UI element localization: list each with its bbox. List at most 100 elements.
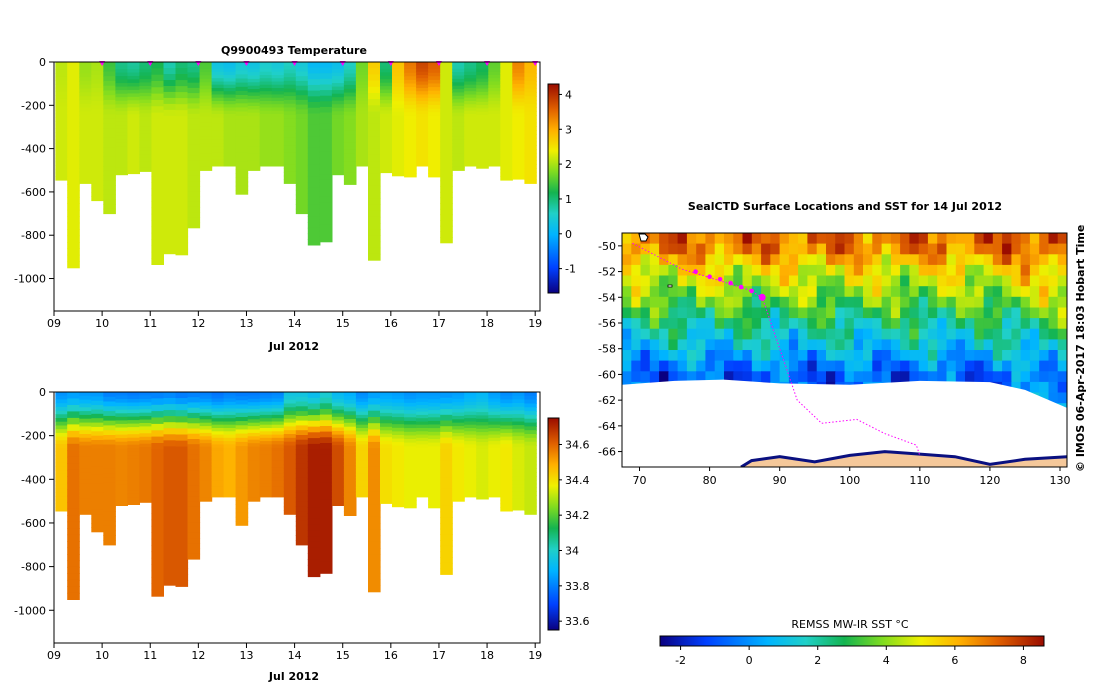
sst-cell bbox=[1002, 286, 1012, 298]
section-cell bbox=[512, 462, 525, 467]
section-cell bbox=[428, 424, 441, 429]
section-cell bbox=[307, 409, 321, 416]
sst-cell bbox=[1029, 296, 1040, 308]
section-cell bbox=[235, 417, 249, 422]
section-cell bbox=[163, 518, 177, 526]
section-cell bbox=[139, 154, 152, 159]
section-cell bbox=[307, 199, 321, 206]
section-cell bbox=[91, 422, 104, 428]
section-cell bbox=[488, 392, 501, 396]
sst-cell bbox=[853, 275, 864, 287]
sst-cell bbox=[668, 286, 679, 298]
section-cell bbox=[211, 159, 225, 164]
section-cell bbox=[307, 530, 321, 537]
sst-cell bbox=[890, 275, 901, 287]
section-cell bbox=[79, 426, 92, 431]
section-cell bbox=[247, 480, 261, 485]
sst-cell bbox=[733, 296, 744, 308]
section-cell bbox=[368, 167, 381, 174]
section-cell bbox=[404, 148, 417, 153]
section-cell bbox=[175, 230, 189, 238]
sst-cell bbox=[1011, 296, 1022, 308]
section-cell bbox=[115, 438, 128, 443]
section-cell bbox=[331, 434, 345, 439]
section-cell bbox=[524, 506, 537, 511]
section-cell bbox=[380, 426, 393, 431]
section-cell bbox=[392, 94, 405, 99]
sst-cell bbox=[686, 296, 697, 308]
section-cell bbox=[512, 164, 525, 169]
sst-cell bbox=[844, 318, 855, 330]
section-cell bbox=[500, 414, 513, 419]
section-cell bbox=[103, 104, 116, 110]
section-cell bbox=[416, 114, 429, 118]
section-cell bbox=[199, 484, 213, 489]
colorbar-tick-label: 3 bbox=[565, 123, 572, 136]
section-cell bbox=[343, 422, 357, 428]
section-cell bbox=[452, 473, 465, 478]
section-cell bbox=[416, 110, 429, 115]
map-x-ticks: 70 80 90 100 110 120 130 bbox=[633, 467, 1070, 487]
section-cell bbox=[199, 156, 213, 161]
section-cell bbox=[211, 490, 225, 495]
section-cell bbox=[199, 487, 213, 492]
section-cell bbox=[428, 478, 441, 483]
section-cell bbox=[139, 89, 152, 94]
section-cell bbox=[211, 104, 225, 108]
section-cell bbox=[416, 480, 429, 485]
section-cell bbox=[440, 112, 453, 119]
section-cell bbox=[259, 127, 273, 131]
sst-cell bbox=[955, 307, 966, 319]
section-cell bbox=[392, 108, 405, 113]
section-cell bbox=[440, 517, 453, 524]
section-cell bbox=[223, 84, 237, 89]
section-cell bbox=[476, 402, 489, 406]
section-cell bbox=[319, 196, 333, 203]
section-cell bbox=[235, 78, 249, 84]
section-cell bbox=[452, 163, 465, 168]
section-cell bbox=[500, 172, 513, 177]
section-cell bbox=[524, 479, 537, 485]
section-cell bbox=[428, 457, 441, 462]
section-cell bbox=[139, 82, 152, 87]
section-cell bbox=[175, 525, 189, 533]
section-cell bbox=[163, 193, 177, 201]
section-cell bbox=[331, 423, 345, 428]
section-cell bbox=[223, 65, 237, 69]
section-cell bbox=[524, 491, 537, 496]
section-cell bbox=[187, 412, 201, 419]
sst-cell bbox=[844, 275, 855, 287]
section-cell bbox=[211, 162, 225, 167]
section-cell bbox=[476, 485, 489, 490]
section-cell bbox=[151, 455, 164, 463]
section-cell bbox=[91, 178, 104, 184]
section-cell bbox=[187, 160, 201, 167]
y-tick-label: -800 bbox=[21, 229, 46, 242]
section-cell bbox=[175, 452, 189, 460]
section-cell bbox=[175, 464, 189, 472]
salinity-x-label: Jul 2012 bbox=[268, 670, 319, 683]
sst-cell bbox=[900, 275, 910, 287]
section-cell bbox=[103, 463, 116, 469]
section-cell bbox=[67, 254, 80, 262]
section-cell bbox=[283, 164, 297, 169]
section-cell bbox=[524, 460, 537, 466]
section-cell bbox=[79, 460, 92, 466]
section-cell bbox=[331, 477, 345, 482]
sst-cell bbox=[974, 328, 985, 340]
sst-cell bbox=[974, 264, 985, 277]
section-cell bbox=[307, 518, 321, 526]
section-cell bbox=[199, 82, 213, 87]
section-cell bbox=[223, 483, 237, 488]
section-cell bbox=[355, 123, 369, 128]
sst-cell bbox=[724, 360, 734, 372]
sst-cell bbox=[927, 275, 938, 287]
section-cell bbox=[404, 126, 417, 131]
y-tick-label: -200 bbox=[21, 99, 46, 112]
section-cell bbox=[259, 457, 273, 462]
sst-cell bbox=[798, 233, 808, 245]
section-cell bbox=[476, 68, 489, 73]
sst-cell bbox=[853, 233, 864, 245]
section-cell bbox=[476, 495, 489, 500]
sst-cell bbox=[1011, 371, 1022, 383]
